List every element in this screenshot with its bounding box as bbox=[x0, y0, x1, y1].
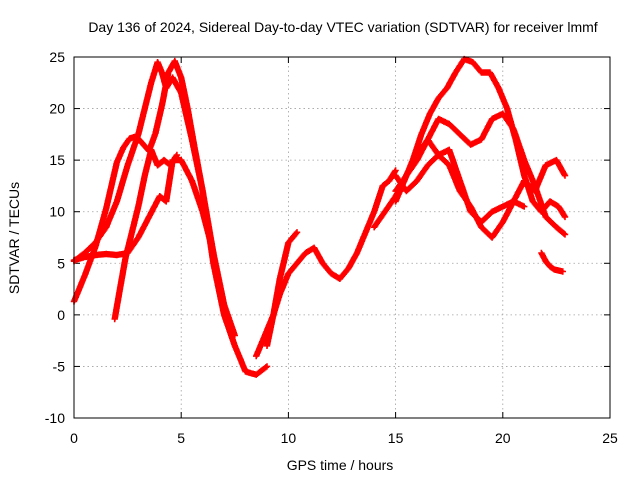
series-2 bbox=[70, 59, 238, 339]
y-tick-label: 15 bbox=[49, 152, 65, 168]
x-tick-label: 10 bbox=[281, 430, 297, 446]
y-tick-label: -10 bbox=[45, 410, 65, 426]
grid bbox=[74, 57, 610, 418]
series-6 bbox=[263, 229, 301, 349]
series-10-markers bbox=[392, 146, 528, 226]
series-4-markers bbox=[111, 146, 181, 323]
y-tick-label: 10 bbox=[49, 204, 65, 220]
x-tick-label: 0 bbox=[70, 430, 78, 446]
series-11 bbox=[538, 249, 566, 275]
series-9 bbox=[392, 136, 569, 241]
x-tick-label: 5 bbox=[177, 430, 185, 446]
x-axis-label: GPS time / hours bbox=[287, 457, 394, 473]
series-2-markers bbox=[70, 59, 238, 339]
y-tick-label: -5 bbox=[53, 358, 66, 374]
x-tick-labels: 0 5 10 15 20 25 bbox=[70, 430, 618, 446]
series-11-markers bbox=[538, 249, 566, 275]
x-tick-label: 15 bbox=[388, 430, 404, 446]
chart-title: Day 136 of 2024, Sidereal Day-to-day VTE… bbox=[88, 19, 597, 35]
y-axis-label: SDTVAR / TECUs bbox=[6, 182, 22, 294]
y-tick-label: 5 bbox=[57, 255, 65, 271]
y-tick-labels: -10 -5 0 5 10 15 20 25 bbox=[45, 49, 65, 426]
data-points bbox=[70, 55, 569, 378]
series-10 bbox=[392, 146, 528, 226]
series-9-markers bbox=[392, 136, 569, 241]
y-tick-label: 25 bbox=[49, 49, 65, 65]
x-tick-label: 20 bbox=[495, 430, 511, 446]
series-6-markers bbox=[263, 229, 301, 349]
axis-ticks bbox=[73, 56, 611, 419]
y-tick-label: 20 bbox=[49, 101, 65, 117]
series-1-markers bbox=[70, 57, 271, 378]
series-1 bbox=[70, 57, 271, 378]
y-tick-label: 0 bbox=[57, 307, 65, 323]
x-tick-label: 25 bbox=[602, 430, 618, 446]
series-4 bbox=[111, 146, 181, 323]
plot-frame bbox=[73, 56, 611, 419]
